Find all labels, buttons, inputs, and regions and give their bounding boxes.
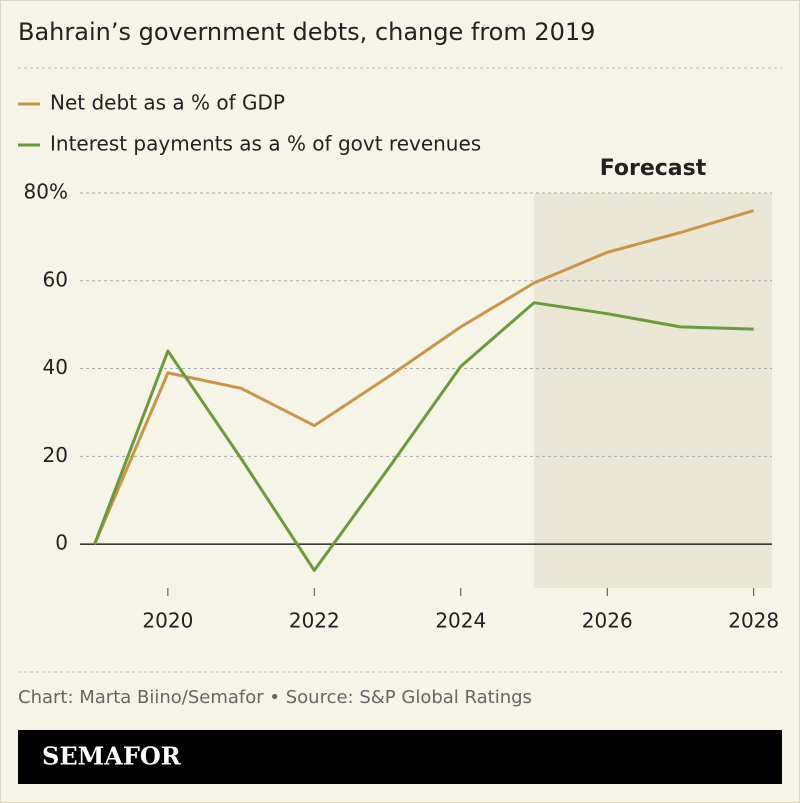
series-line (93, 209, 755, 545)
y-tick-label: 20 (43, 443, 68, 467)
brand: SEMAFOR (42, 742, 182, 771)
y-tick-label: 60 (43, 267, 68, 291)
legend-label: Interest payments as a % of govt revenue… (50, 132, 481, 156)
y-tick-label: 40 (43, 355, 68, 379)
annotation: Forecast (600, 156, 707, 181)
chart-title: Bahrain’s government debts, change from … (18, 18, 595, 46)
x-tick-label: 2026 (582, 609, 633, 633)
forecast-region (534, 193, 772, 588)
y-tick-label: 0 (55, 531, 68, 555)
legend-label: Net debt as a % of GDP (50, 91, 285, 115)
brand-bar (18, 730, 782, 784)
x-tick-label: 2028 (728, 609, 779, 633)
y-tick-label: 80% (24, 180, 68, 204)
x-tick-label: 2022 (289, 609, 340, 633)
x-tick-label: 2020 (142, 609, 193, 633)
source: Chart: Marta Biino/Semafor • Source: S&P… (18, 687, 532, 708)
x-tick-label: 2024 (435, 609, 486, 633)
series-line (93, 301, 754, 572)
